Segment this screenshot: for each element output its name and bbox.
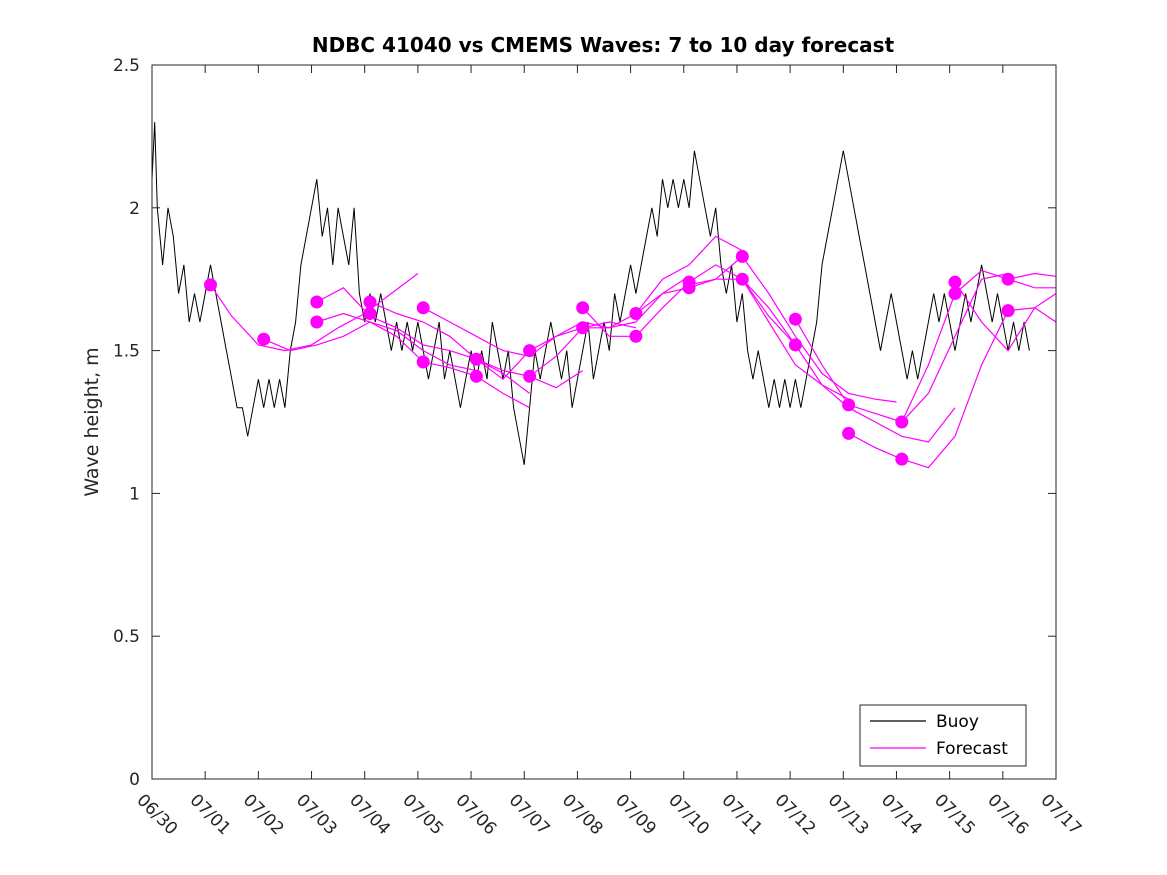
y-tick-label: 2.5 <box>113 56 140 76</box>
y-tick-label: 1.5 <box>113 342 140 362</box>
forecast-marker <box>895 452 909 466</box>
forecast-marker <box>310 315 324 329</box>
forecast-marker <box>257 332 271 346</box>
forecast-marker <box>1001 272 1015 286</box>
forecast-marker <box>842 426 856 440</box>
forecast-marker <box>629 329 643 343</box>
y-tick-label: 1 <box>129 484 140 504</box>
legend-label-forecast: Forecast <box>936 739 1008 759</box>
chart-title: NDBC 41040 vs CMEMS Waves: 7 to 10 day f… <box>312 33 895 57</box>
forecast-marker <box>523 344 537 358</box>
legend-box <box>859 704 1027 767</box>
y-axis-label: Wave height, m <box>81 347 103 496</box>
plot-area <box>151 122 1057 469</box>
forecast-marker <box>363 295 377 309</box>
forecast-marker <box>629 307 643 320</box>
forecast-marker <box>416 355 430 369</box>
forecast-marker <box>363 307 377 320</box>
forecast-marker <box>788 338 802 352</box>
legend: Buoy Forecast <box>859 704 1027 767</box>
forecast-marker <box>576 321 590 335</box>
forecast-line-14 <box>848 307 1057 469</box>
forecast-marker <box>469 369 483 383</box>
buoy-line <box>151 122 1030 465</box>
forecast-marker <box>948 287 962 300</box>
forecast-line-1 <box>210 273 419 352</box>
forecast-marker <box>735 272 749 286</box>
forecast-marker <box>523 369 537 383</box>
forecast-marker <box>469 352 483 366</box>
forecast-marker <box>735 249 749 263</box>
axes-box <box>151 64 1057 780</box>
forecast-marker <box>682 281 696 295</box>
forecast-marker <box>1001 304 1015 318</box>
legend-label-buoy: Buoy <box>936 712 979 732</box>
forecast-marker <box>788 312 802 326</box>
forecast-marker <box>895 415 909 429</box>
forecast-line-16 <box>954 281 1057 352</box>
forecast-marker <box>842 398 856 412</box>
forecast-marker <box>204 278 217 292</box>
y-tick-label: 0.5 <box>113 627 140 647</box>
forecast-line-17 <box>1007 278 1056 289</box>
forecast-marker <box>416 301 430 315</box>
forecast-line-3 <box>316 287 530 394</box>
forecast-marker <box>948 275 962 289</box>
y-tick-label: 2 <box>129 199 140 219</box>
y-tick-label: 0 <box>129 770 140 790</box>
forecast-line-15 <box>901 269 1057 423</box>
forecast-line-11 <box>688 255 897 403</box>
forecast-marker <box>576 301 590 315</box>
forecast-marker <box>310 295 324 309</box>
